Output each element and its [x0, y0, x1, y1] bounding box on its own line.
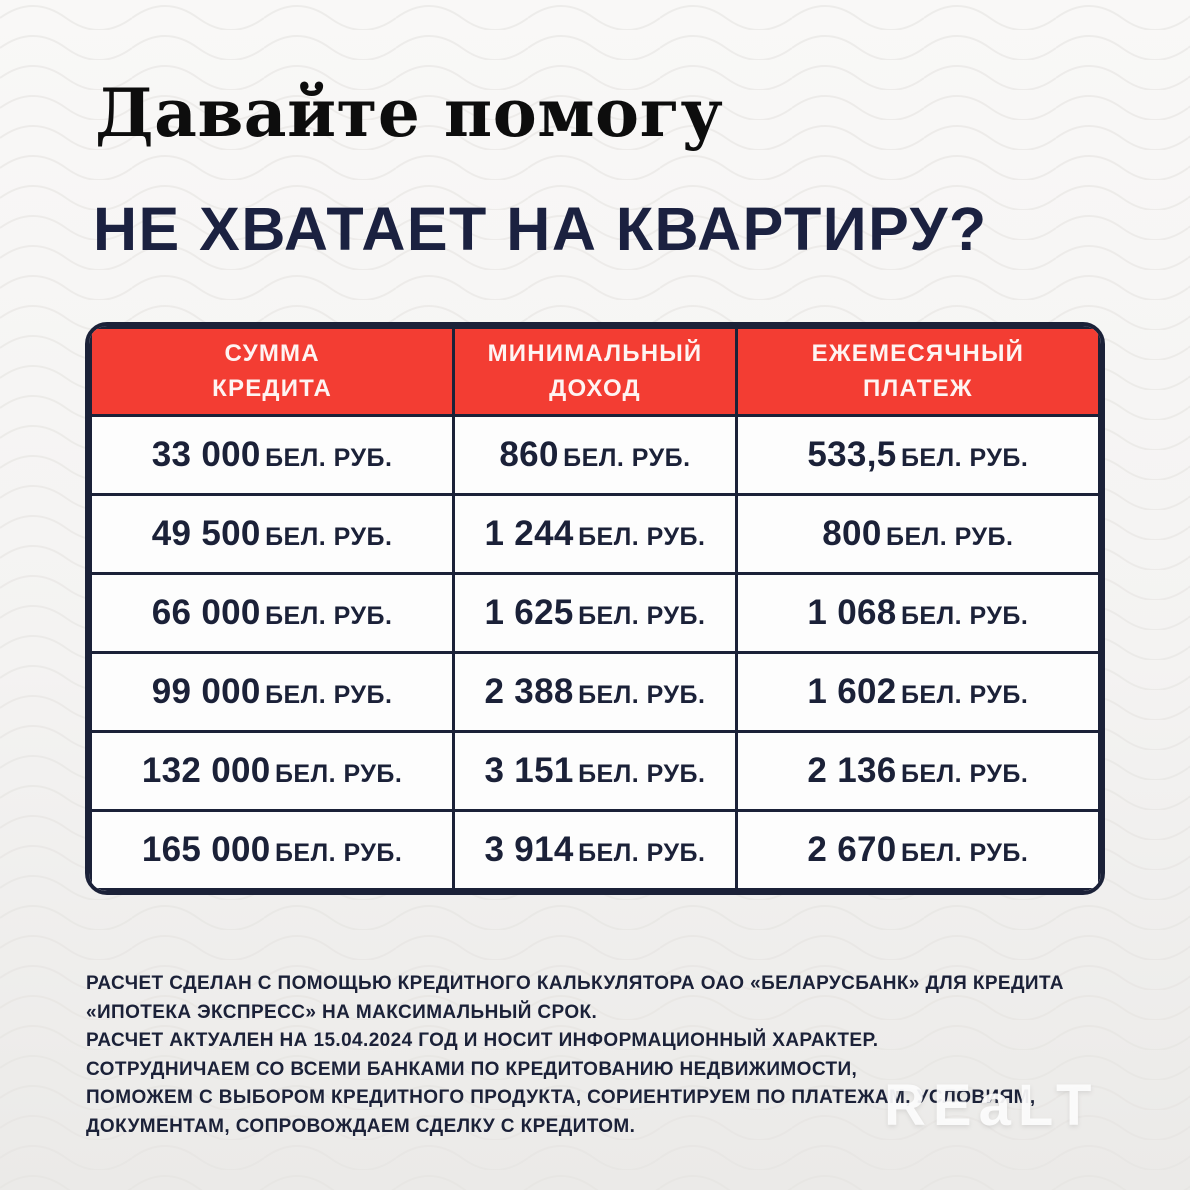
- currency-unit: БЕЛ. РУБ.: [886, 523, 1014, 551]
- credit-sum-cell: 49 500 БЕЛ. РУБ.: [89, 493, 456, 575]
- currency-unit: БЕЛ. РУБ.: [563, 444, 691, 472]
- table-header-row: СУММА КРЕДИТА МИНИМАЛЬНЫЙ ДОХОД ЕЖЕМЕСЯЧ…: [89, 326, 1101, 417]
- disclaimer-line: РАСЧЕТ АКТУАЛЕН НА 15.04.2024 ГОД И НОСИ…: [86, 1030, 879, 1051]
- column-header-min-income: МИНИМАЛЬНЫЙ ДОХОД: [452, 326, 738, 417]
- table-row: 99 000 БЕЛ. РУБ. 2 388 БЕЛ. РУБ. 1 602 Б…: [89, 651, 1101, 733]
- column-header-monthly-payment: ЕЖЕМЕСЯЧНЫЙ ПЛАТЕЖ: [734, 326, 1101, 417]
- credit-sum-cell: 165 000 БЕЛ. РУБ.: [89, 809, 456, 891]
- currency-unit: БЕЛ. РУБ.: [578, 523, 706, 551]
- currency-unit: БЕЛ. РУБ.: [265, 523, 393, 551]
- amount-value: 2 136: [807, 751, 897, 790]
- column-header-label: СУММА КРЕДИТА: [212, 339, 333, 402]
- table-row: 49 500 БЕЛ. РУБ. 1 244 БЕЛ. РУБ. 800 БЕЛ…: [89, 493, 1101, 575]
- amount-value: 860: [499, 435, 559, 474]
- currency-unit: БЕЛ. РУБ.: [900, 839, 1029, 867]
- min-income-cell: 2 388 БЕЛ. РУБ.: [452, 651, 738, 733]
- table-row: 165 000 БЕЛ. РУБ. 3 914 БЕЛ. РУБ. 2 670 …: [89, 809, 1101, 891]
- page-title: Давайте помогу: [95, 74, 724, 152]
- monthly-payment-cell: 800 БЕЛ. РУБ.: [734, 493, 1101, 575]
- min-income-cell: 3 151 БЕЛ. РУБ.: [452, 730, 738, 812]
- credit-sum-cell: 66 000 БЕЛ. РУБ.: [89, 572, 456, 654]
- currency-unit: БЕЛ. РУБ.: [265, 444, 393, 472]
- currency-unit: БЕЛ. РУБ.: [265, 602, 393, 630]
- credit-sum-cell: 99 000 БЕЛ. РУБ.: [89, 651, 456, 733]
- amount-value: 49 500: [151, 514, 261, 553]
- currency-unit: БЕЛ. РУБ.: [265, 681, 393, 709]
- currency-unit: БЕЛ. РУБ.: [900, 760, 1029, 788]
- amount-value: 99 000: [151, 672, 261, 711]
- currency-unit: БЕЛ. РУБ.: [274, 760, 403, 788]
- column-header-credit-sum: СУММА КРЕДИТА: [89, 326, 456, 417]
- amount-value: 3 914: [484, 830, 574, 869]
- currency-unit: БЕЛ. РУБ.: [578, 839, 706, 867]
- amount-value: 800: [822, 514, 882, 553]
- table-row: 33 000 БЕЛ. РУБ. 860 БЕЛ. РУБ. 533,5 БЕЛ…: [89, 414, 1101, 496]
- amount-value: 1 068: [807, 593, 897, 632]
- amount-value: 533,5: [807, 435, 897, 474]
- monthly-payment-cell: 1 068 БЕЛ. РУБ.: [734, 572, 1101, 654]
- amount-value: 2 388: [484, 672, 574, 711]
- currency-unit: БЕЛ. РУБ.: [900, 602, 1029, 630]
- min-income-cell: 860 БЕЛ. РУБ.: [452, 414, 738, 496]
- realt-logo-watermark: REaLT: [884, 1073, 1099, 1138]
- min-income-cell: 3 914 БЕЛ. РУБ.: [452, 809, 738, 891]
- page-subtitle: НЕ ХВАТАЕТ НА КВАРТИРУ?: [93, 195, 988, 263]
- amount-value: 132 000: [141, 751, 271, 790]
- monthly-payment-cell: 2 136 БЕЛ. РУБ.: [734, 730, 1101, 812]
- credit-sum-cell: 33 000 БЕЛ. РУБ.: [89, 414, 456, 496]
- amount-value: 33 000: [151, 435, 261, 474]
- disclaimer-line: РАСЧЕТ СДЕЛАН С ПОМОЩЬЮ КРЕДИТНОГО КАЛЬК…: [86, 973, 1064, 994]
- amount-value: 66 000: [151, 593, 261, 632]
- currency-unit: БЕЛ. РУБ.: [274, 839, 403, 867]
- disclaimer-line: «ИПОТЕКА ЭКСПРЕСС» НА МАКСИМАЛЬНЫЙ СРОК.: [86, 1001, 598, 1023]
- amount-value: 1 244: [484, 514, 574, 553]
- min-income-cell: 1 244 БЕЛ. РУБ.: [452, 493, 738, 575]
- column-header-label: ЕЖЕМЕСЯЧНЫЙ ПЛАТЕЖ: [811, 339, 1025, 402]
- amount-value: 3 151: [484, 751, 574, 790]
- currency-unit: БЕЛ. РУБ.: [578, 681, 706, 709]
- amount-value: 165 000: [141, 830, 271, 869]
- monthly-payment-cell: 533,5 БЕЛ. РУБ.: [734, 414, 1101, 496]
- monthly-payment-cell: 1 602 БЕЛ. РУБ.: [734, 651, 1101, 733]
- currency-unit: БЕЛ. РУБ.: [900, 444, 1029, 472]
- monthly-payment-cell: 2 670 БЕЛ. РУБ.: [734, 809, 1101, 891]
- currency-unit: БЕЛ. РУБ.: [578, 602, 706, 630]
- table-row: 132 000 БЕЛ. РУБ. 3 151 БЕЛ. РУБ. 2 136 …: [89, 730, 1101, 812]
- min-income-cell: 1 625 БЕЛ. РУБ.: [452, 572, 738, 654]
- column-header-label: МИНИМАЛЬНЫЙ ДОХОД: [487, 339, 703, 402]
- amount-value: 1 625: [484, 593, 574, 632]
- currency-unit: БЕЛ. РУБ.: [900, 681, 1029, 709]
- amount-value: 1 602: [807, 672, 897, 711]
- currency-unit: БЕЛ. РУБ.: [578, 760, 706, 788]
- amount-value: 2 670: [807, 830, 897, 869]
- credit-table: СУММА КРЕДИТА МИНИМАЛЬНЫЙ ДОХОД ЕЖЕМЕСЯЧ…: [85, 322, 1105, 895]
- credit-sum-cell: 132 000 БЕЛ. РУБ.: [89, 730, 456, 812]
- table-row: 66 000 БЕЛ. РУБ. 1 625 БЕЛ. РУБ. 1 068 Б…: [89, 572, 1101, 654]
